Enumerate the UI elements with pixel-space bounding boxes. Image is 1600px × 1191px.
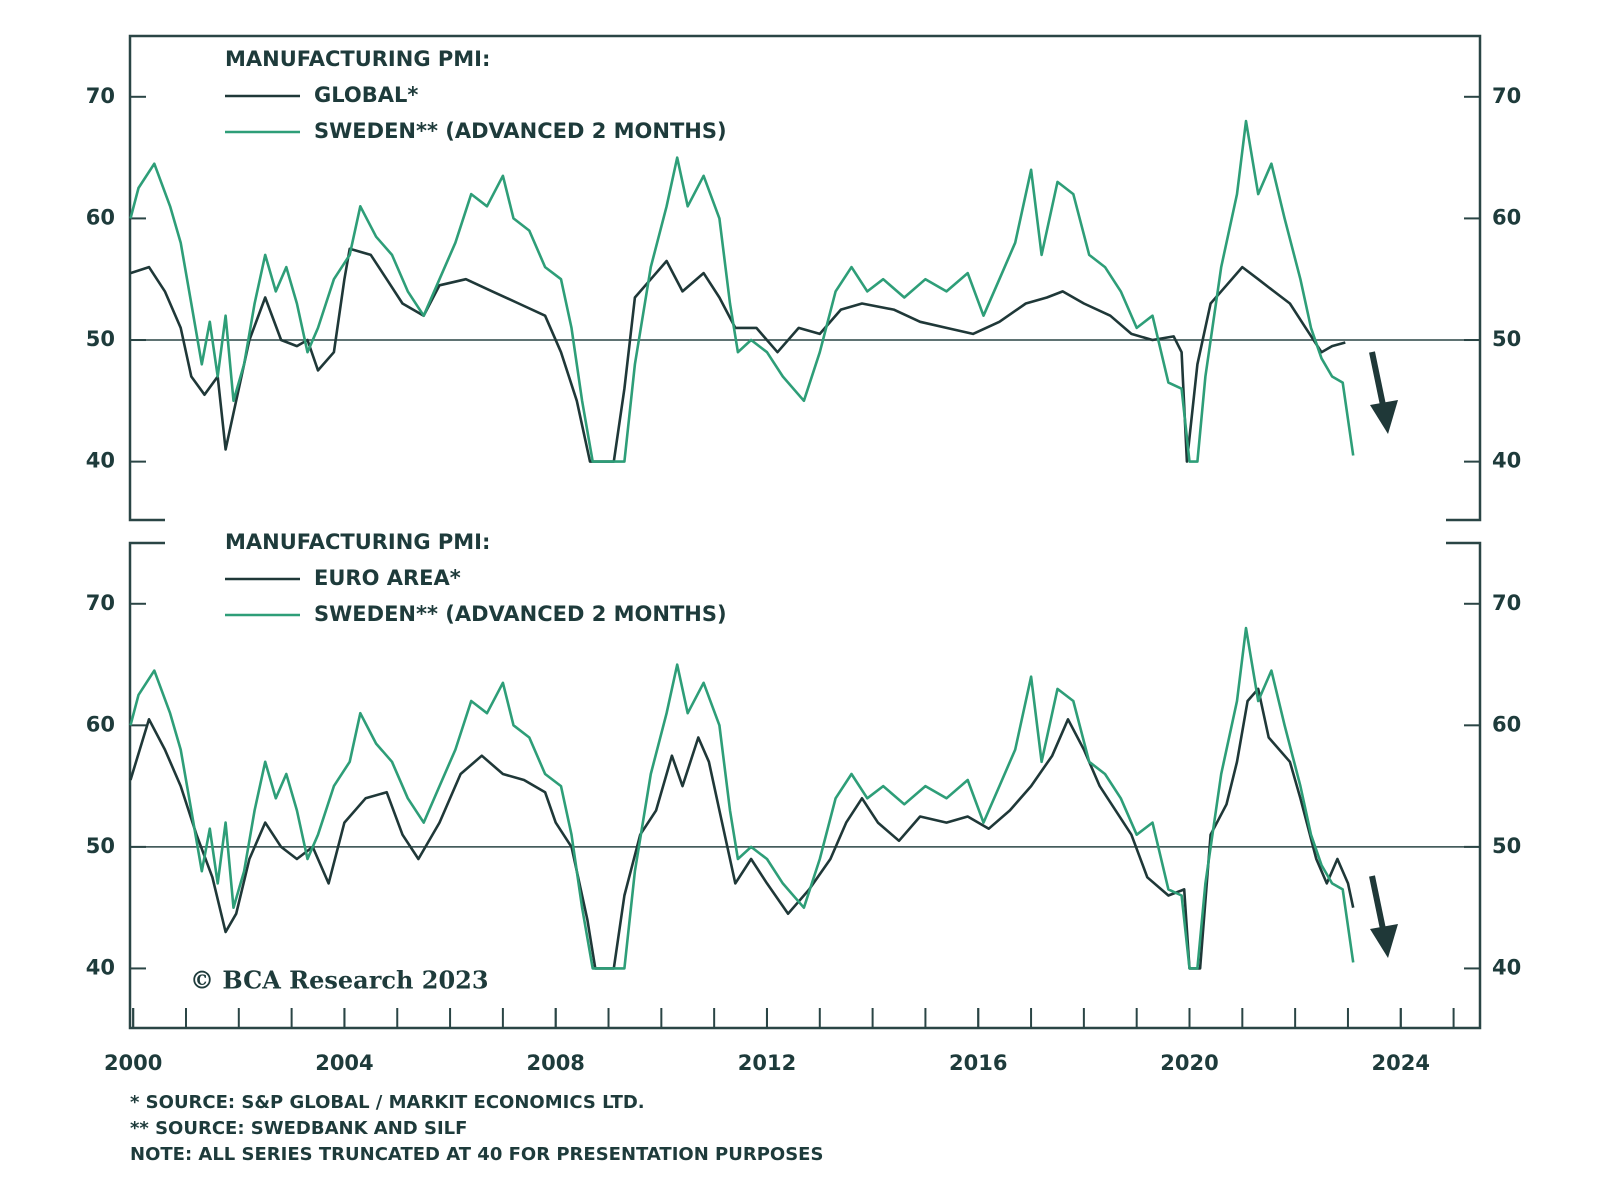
y2-tick-label: 50 [1492, 834, 1521, 858]
legend-title: MANUFACTURING PMI: [225, 47, 490, 71]
y-tick-label: 50 [86, 327, 115, 351]
legend-label: GLOBAL* [314, 83, 418, 107]
x-tick-label: 2016 [949, 1051, 1007, 1075]
y-tick-label: 70 [86, 591, 115, 615]
series-line [129, 119, 1355, 463]
copyright: © BCA Research 2023 [190, 966, 489, 995]
x-tick-label: 2020 [1160, 1051, 1218, 1075]
series-line [129, 626, 1355, 970]
y-tick-label: 70 [86, 84, 115, 108]
series-line [129, 687, 1355, 970]
frame [128, 34, 1482, 1030]
x-tick-label: 2004 [315, 1051, 373, 1075]
footnote: ** SOURCE: SWEDBANK AND SILF [130, 1118, 467, 1139]
legend-title: MANUFACTURING PMI: [225, 530, 490, 554]
y2-tick-label: 70 [1492, 591, 1521, 615]
y2-tick-label: 60 [1492, 712, 1521, 736]
legend-label: EURO AREA* [314, 566, 461, 590]
legend-label: SWEDEN** (ADVANCED 2 MONTHS) [314, 602, 727, 626]
trend-arrow [1369, 351, 1398, 958]
y2-tick-label: 40 [1492, 955, 1521, 979]
footnote: NOTE: ALL SERIES TRUNCATED AT 40 FOR PRE… [130, 1144, 823, 1165]
y-tick-label: 40 [86, 449, 115, 473]
x-tick-label: 2012 [738, 1051, 796, 1075]
y-tick-label: 50 [86, 834, 115, 858]
y-tick-label: 60 [86, 712, 115, 736]
y2-tick-label: 50 [1492, 327, 1521, 351]
footnote: * SOURCE: S&P GLOBAL / MARKIT ECONOMICS … [130, 1092, 645, 1113]
series-line [130, 247, 1346, 463]
y2-tick-label: 60 [1492, 205, 1521, 229]
x-tick-label: 2008 [526, 1051, 584, 1075]
y-tick-label: 40 [86, 955, 115, 979]
legend-label: SWEDEN** (ADVANCED 2 MONTHS) [314, 119, 727, 143]
y2-tick-label: 40 [1492, 449, 1521, 473]
x-tick-label: 2000 [104, 1051, 162, 1075]
y2-tick-label: 70 [1492, 84, 1521, 108]
x-tick-label: 2024 [1372, 1051, 1430, 1075]
y-tick-label: 60 [86, 205, 115, 229]
